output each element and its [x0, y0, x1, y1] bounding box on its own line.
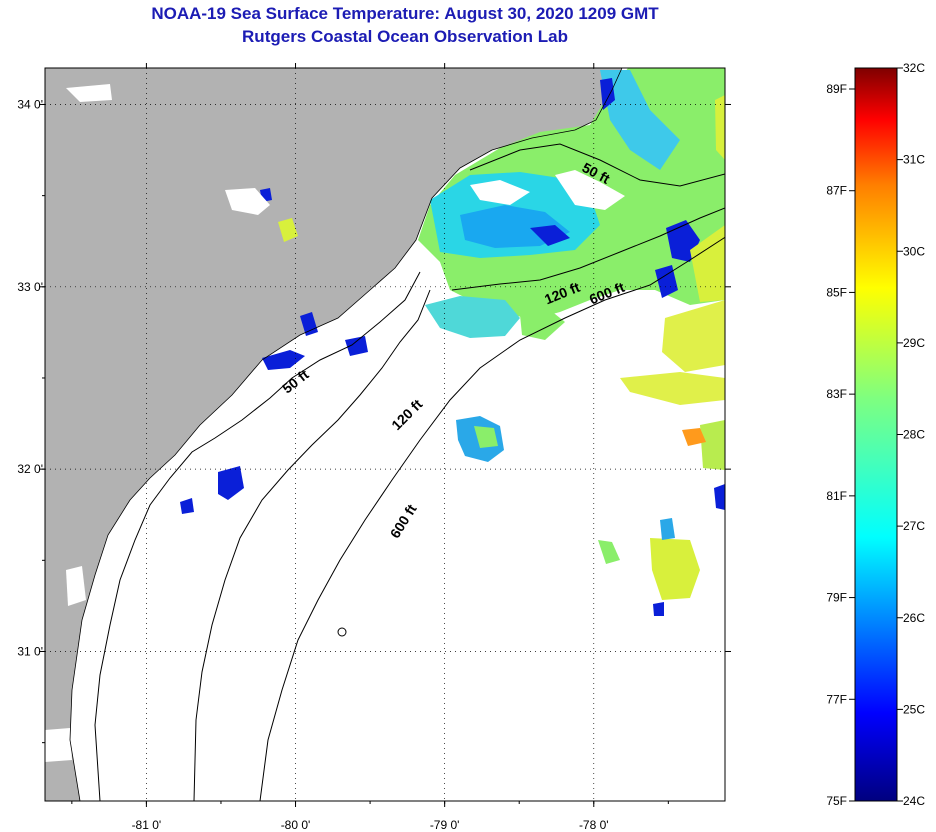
lon-tick-label: -80 0' — [281, 818, 311, 832]
lat-tick-label: 31 0' — [17, 644, 43, 658]
isobath-600ft — [259, 236, 725, 801]
lon-tick-label: -78 0' — [579, 818, 609, 832]
coastline — [69, 68, 623, 801]
celsius-label: 28C — [903, 428, 925, 442]
isobath-120ft-north — [451, 207, 725, 291]
fahrenheit-label: 89F — [826, 82, 847, 96]
fahrenheit-label: 81F — [826, 489, 847, 503]
fahrenheit-label: 79F — [826, 591, 847, 605]
celsius-label: 32C — [903, 61, 925, 75]
celsius-label: 27C — [903, 519, 925, 533]
celsius-label: 26C — [903, 611, 925, 625]
land-mass — [45, 68, 622, 801]
map-frame — [44, 67, 726, 802]
fahrenheit-label: 77F — [826, 692, 847, 706]
lon-tick-label: -79 0' — [430, 818, 460, 832]
celsius-label: 29C — [903, 336, 925, 350]
colorbar-labels: 89F 87F 85F 83F 81F 79F 77F 75F 32C 31C 30C 29C 28C 2… — [826, 61, 925, 808]
celsius-label: 25C — [903, 702, 925, 716]
fahrenheit-label: 85F — [826, 285, 847, 299]
celsius-label: 24C — [903, 794, 925, 808]
fahrenheit-label: 75F — [826, 794, 847, 808]
lon-tick-label: -81 0' — [132, 818, 162, 832]
celsius-label: 30C — [903, 244, 925, 258]
map-subtitle: Rutgers Coastal Ocean Observation Lab — [242, 27, 568, 46]
map-title: NOAA-19 Sea Surface Temperature: August … — [151, 4, 659, 23]
lat-tick-label: 32 0' — [17, 462, 43, 476]
celsius-label: 31C — [903, 153, 925, 167]
colorbar-gradient — [854, 67, 898, 802]
lat-tick-label: 33 0' — [17, 280, 43, 294]
lat-lon-grid — [45, 68, 725, 801]
isobath-contours — [94, 143, 725, 801]
isobath-50ft-north — [469, 143, 725, 187]
map-axes: -81 0' -80 0' -79 0' -78 0' 34 0' 33 0' 32 0' 3… — [17, 63, 731, 832]
fahrenheit-label: 83F — [826, 387, 847, 401]
sst-data-layer — [45, 68, 725, 762]
lat-tick-label: 34 0' — [17, 97, 43, 111]
isobath-120ft-south — [193, 289, 431, 801]
isobath-50ft-south — [94, 271, 421, 801]
fahrenheit-label: 87F — [826, 184, 847, 198]
